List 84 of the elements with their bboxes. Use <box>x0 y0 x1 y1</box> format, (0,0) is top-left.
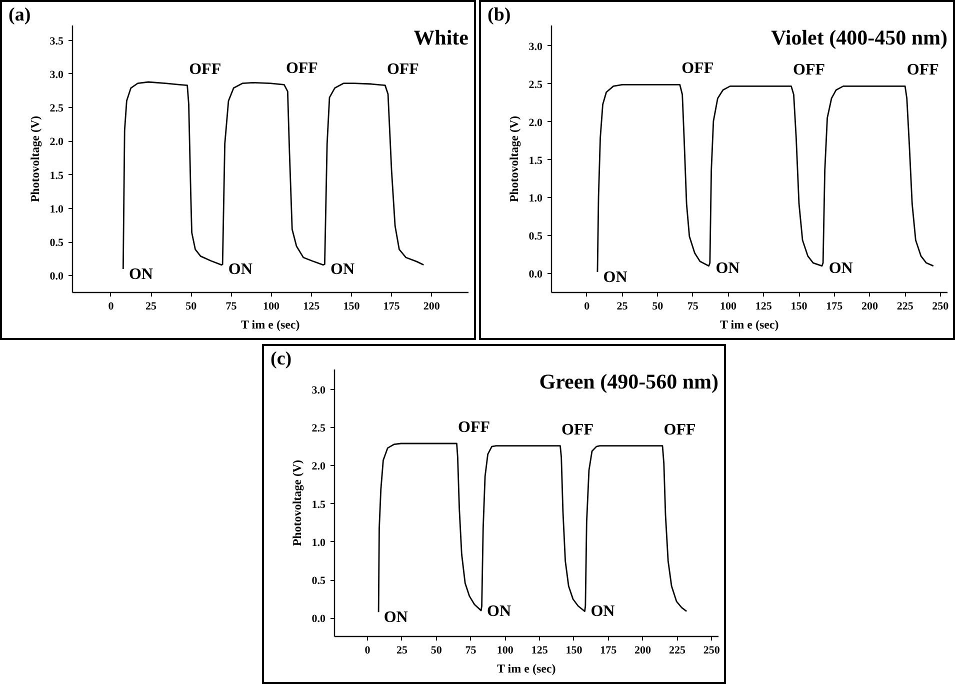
x-tick-label: 250 <box>703 644 720 656</box>
x-axis-title: T im e (sec) <box>241 318 300 332</box>
y-axis-title: Photovoltage (V) <box>506 116 521 202</box>
y-tick-label: 2.5 <box>50 102 64 115</box>
x-tick-label: 75 <box>687 300 699 312</box>
x-axis-title: T im e (sec) <box>497 662 556 676</box>
annotation: OFF <box>562 421 594 438</box>
x-tick-label: 25 <box>146 300 158 312</box>
x-tick-label: 0 <box>584 300 590 312</box>
x-tick-label: 100 <box>720 300 738 312</box>
annotation: OFF <box>793 62 826 79</box>
annotation: OFF <box>189 60 222 78</box>
x-tick-label: 200 <box>634 644 652 656</box>
y-tick-label: 0.5 <box>50 237 64 250</box>
annotation: OFF <box>458 418 490 436</box>
annotation: ON <box>384 608 408 626</box>
annotation: OFF <box>386 60 420 78</box>
x-tick-label: 100 <box>496 644 514 656</box>
y-tick-label: 0.5 <box>312 575 326 588</box>
y-tick-label: 2.5 <box>528 78 543 91</box>
y-axis-title: Photovoltage (V) <box>290 460 304 546</box>
x-tick-label: 175 <box>383 300 400 312</box>
annotation: ON <box>330 261 355 278</box>
y-tick-label: 0.0 <box>50 270 64 283</box>
annotation: ON <box>228 261 253 278</box>
annotation: ON <box>828 260 854 277</box>
chart-title: Green (490-560 nm) <box>539 370 719 394</box>
x-tick-label: 25 <box>396 644 408 656</box>
y-tick-label: 0.0 <box>312 613 326 626</box>
y-tick-label: 2.0 <box>312 460 326 473</box>
x-tick-label: 175 <box>600 644 618 656</box>
text: (b) <box>488 4 511 26</box>
y-tick-label: 1.0 <box>312 536 326 549</box>
y-tick-label: 2.0 <box>50 136 64 148</box>
x-tick-label: 125 <box>303 300 320 312</box>
x-tick-label: 150 <box>790 300 808 312</box>
y-tick-label: 3.0 <box>50 68 64 81</box>
x-tick-label: 175 <box>826 300 844 312</box>
x-tick-label: 25 <box>616 300 628 312</box>
annotation: OFF <box>906 62 940 79</box>
x-tick-label: 225 <box>668 644 686 656</box>
y-tick-label: 2.0 <box>528 116 543 129</box>
annotation: OFF <box>286 60 318 78</box>
x-axis-title: T im e (sec) <box>720 318 779 332</box>
y-tick-label: 0.5 <box>528 230 543 243</box>
x-tick-label: 200 <box>861 300 878 312</box>
annotation: ON <box>716 260 740 277</box>
x-tick-label: 100 <box>263 300 280 312</box>
x-tick-label: 125 <box>531 644 548 656</box>
y-tick-label: 0.0 <box>528 268 543 281</box>
x-tick-label: 125 <box>755 300 772 312</box>
y-tick-label: 1.5 <box>312 498 326 511</box>
annotation: OFF <box>664 421 696 438</box>
x-tick-label: 150 <box>566 644 583 656</box>
annotation: ON <box>603 268 628 286</box>
y-axis-title: Photovoltage (V) <box>28 116 42 202</box>
x-tick-label: 50 <box>652 300 664 312</box>
y-tick-label: 2.5 <box>312 422 326 434</box>
annotation: ON <box>590 602 616 620</box>
chart-title: White <box>414 26 468 50</box>
x-tick-label: 50 <box>430 644 442 656</box>
y-tick-label: 3.5 <box>50 35 64 48</box>
text: (c) <box>270 348 292 370</box>
y-tick-label: 3.0 <box>312 384 326 396</box>
y-tick-label: 1.5 <box>528 154 543 167</box>
x-tick-label: 75 <box>465 644 477 656</box>
y-tick-label: 1.0 <box>528 192 543 205</box>
y-tick-label: 1.5 <box>50 170 64 182</box>
x-tick-label: 225 <box>896 300 914 312</box>
x-tick-label: 200 <box>423 300 440 312</box>
chart-title: Violet (400-450 nm) <box>770 26 948 50</box>
y-tick-label: 3.0 <box>528 40 543 53</box>
text: (a) <box>8 4 31 26</box>
annotation: OFF <box>682 60 714 78</box>
x-tick-label: 0 <box>108 300 114 312</box>
x-tick-label: 50 <box>186 300 198 312</box>
annotation: ON <box>128 266 154 283</box>
y-tick-label: 1.0 <box>50 203 64 216</box>
line-series <box>596 84 934 273</box>
x-tick-label: 150 <box>343 300 360 312</box>
x-tick-label: 75 <box>226 300 238 312</box>
x-tick-label: 250 <box>932 300 950 312</box>
annotation: ON <box>487 602 512 620</box>
x-tick-label: 0 <box>364 644 371 656</box>
